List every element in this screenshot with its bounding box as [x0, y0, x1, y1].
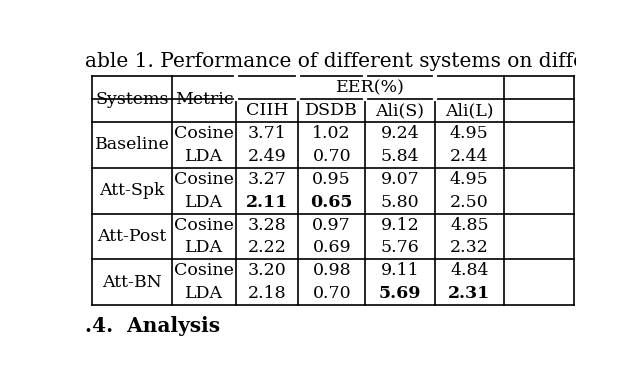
Text: 2.18: 2.18 [248, 285, 287, 302]
Text: LDA: LDA [185, 193, 223, 211]
Text: 5.84: 5.84 [381, 148, 419, 165]
Text: 4.95: 4.95 [450, 171, 489, 188]
Text: 3.28: 3.28 [248, 216, 287, 234]
Text: 2.31: 2.31 [448, 285, 490, 302]
Text: 0.70: 0.70 [312, 285, 351, 302]
Text: 5.80: 5.80 [381, 193, 419, 211]
Text: Att-BN: Att-BN [102, 274, 162, 291]
Text: Att-Spk: Att-Spk [99, 182, 165, 199]
Text: LDA: LDA [185, 239, 223, 257]
Text: 9.11: 9.11 [381, 262, 419, 279]
Text: 2.32: 2.32 [450, 239, 489, 257]
Text: 3.20: 3.20 [248, 262, 287, 279]
Text: 2.49: 2.49 [248, 148, 287, 165]
Text: 9.07: 9.07 [381, 171, 419, 188]
Text: 4.84: 4.84 [450, 262, 488, 279]
Text: 9.24: 9.24 [381, 125, 419, 142]
Text: 0.98: 0.98 [312, 262, 351, 279]
Text: 2.50: 2.50 [450, 193, 489, 211]
Text: 5.69: 5.69 [379, 285, 421, 302]
Text: 0.97: 0.97 [312, 216, 351, 234]
Text: Att-Post: Att-Post [97, 228, 166, 245]
Text: DSDB: DSDB [305, 102, 358, 119]
Text: Cosine: Cosine [174, 125, 234, 142]
Text: 1.02: 1.02 [312, 125, 351, 142]
Text: 3.71: 3.71 [248, 125, 287, 142]
Text: 9.12: 9.12 [381, 216, 419, 234]
Text: 5.76: 5.76 [381, 239, 419, 257]
Text: Ali(L): Ali(L) [445, 102, 493, 119]
Text: 2.44: 2.44 [450, 148, 489, 165]
Text: 0.95: 0.95 [312, 171, 351, 188]
Text: 3.27: 3.27 [248, 171, 287, 188]
Text: 2.22: 2.22 [248, 239, 287, 257]
Text: 4.85: 4.85 [450, 216, 489, 234]
Text: able 1. Performance of different systems on different tasks: able 1. Performance of different systems… [85, 52, 640, 71]
Text: 4.95: 4.95 [450, 125, 489, 142]
Text: Cosine: Cosine [174, 262, 234, 279]
Text: Cosine: Cosine [174, 216, 234, 234]
Text: LDA: LDA [185, 148, 223, 165]
Text: 0.70: 0.70 [312, 148, 351, 165]
Text: Systems: Systems [95, 91, 169, 108]
Text: 2.11: 2.11 [246, 193, 289, 211]
Text: Metric: Metric [175, 91, 234, 108]
Text: .4.  Analysis: .4. Analysis [85, 316, 220, 337]
Text: Cosine: Cosine [174, 171, 234, 188]
Text: CIIH: CIIH [246, 102, 289, 119]
Text: 0.65: 0.65 [310, 193, 353, 211]
Text: EER(%): EER(%) [336, 79, 404, 96]
Text: 0.69: 0.69 [312, 239, 351, 257]
Text: Baseline: Baseline [95, 137, 170, 153]
Text: Ali(S): Ali(S) [376, 102, 424, 119]
Text: LDA: LDA [185, 285, 223, 302]
